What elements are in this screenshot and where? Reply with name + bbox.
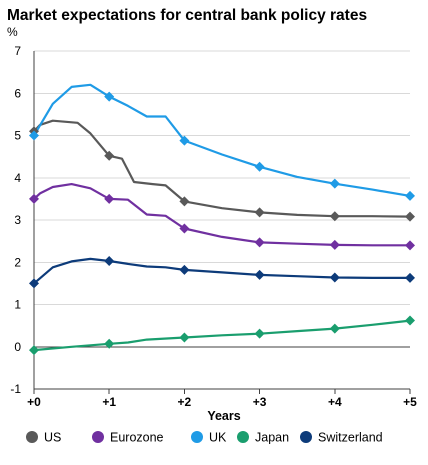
series-lines — [32, 83, 412, 352]
chart-title: Market expectations for central bank pol… — [7, 7, 367, 24]
data-point-switzerland — [104, 255, 115, 266]
legend-label-switzerland: Switzerland — [318, 431, 383, 445]
data-point-eurozone — [179, 223, 190, 234]
data-point-switzerland — [254, 269, 265, 280]
series-line-eurozone — [32, 183, 412, 247]
x-tick-label: +1 — [102, 395, 116, 409]
data-point-eurozone — [104, 193, 115, 204]
data-point-us — [254, 207, 265, 218]
x-tick-label: +4 — [328, 395, 342, 409]
grid-lines — [34, 50, 410, 390]
data-point-us — [104, 150, 115, 161]
data-point-switzerland — [329, 272, 340, 283]
legend-swatch-us — [26, 431, 38, 443]
series-line-uk — [32, 83, 412, 197]
y-axis-unit: % — [7, 25, 18, 39]
y-tick-label: 3 — [14, 213, 21, 227]
data-point-uk — [329, 178, 340, 189]
legend-label-eurozone: Eurozone — [110, 431, 164, 445]
data-point-uk — [405, 190, 415, 201]
data-point-us — [179, 196, 190, 207]
series-line-switzerland — [32, 257, 412, 285]
data-point-japan — [179, 332, 190, 343]
series-line-us — [32, 119, 412, 218]
y-tick-label: 7 — [14, 44, 21, 58]
legend-swatch-uk — [191, 431, 203, 443]
data-point-us — [405, 211, 415, 222]
data-point-eurozone — [329, 239, 340, 250]
x-axis-label: Years — [207, 409, 240, 423]
data-point-switzerland — [405, 272, 415, 283]
y-tick-label: 5 — [14, 129, 21, 143]
y-tick-label: -1 — [10, 382, 21, 396]
x-tick-label: +5 — [403, 395, 417, 409]
y-tick-label: 6 — [14, 86, 21, 100]
data-point-eurozone — [405, 240, 415, 251]
data-point-eurozone — [29, 193, 39, 204]
data-point-japan — [254, 328, 265, 339]
data-point-uk — [254, 161, 265, 172]
legend-swatch-switzerland — [300, 431, 312, 443]
y-tick-label: 2 — [14, 255, 21, 269]
data-point-uk — [29, 130, 39, 141]
data-point-japan — [104, 338, 115, 349]
y-tick-label: 4 — [14, 171, 21, 185]
axes: -1 0 1 2 3 4 5 6 7 +0 +1 +2 +3 +4 +5 — [10, 44, 417, 409]
x-tick-label: +0 — [27, 395, 41, 409]
data-point-japan — [329, 323, 340, 334]
legend-swatch-eurozone — [92, 431, 104, 443]
y-tick-label: 1 — [14, 298, 21, 312]
y-tick-label: 0 — [14, 340, 21, 354]
series-line-japan — [32, 319, 412, 352]
data-point-switzerland — [29, 278, 39, 289]
legend-swatch-japan — [237, 431, 249, 443]
data-point-japan — [29, 345, 39, 356]
legend-label-japan: Japan — [255, 431, 289, 445]
data-point-us — [329, 211, 340, 222]
x-tick-label: +3 — [253, 395, 267, 409]
legend-label-us: US — [44, 431, 61, 445]
data-point-japan — [405, 315, 415, 326]
x-tick-label: +2 — [178, 395, 192, 409]
data-point-uk — [179, 135, 190, 146]
data-point-uk — [104, 91, 115, 102]
legend: US Eurozone UK Japan Switzerland — [26, 431, 383, 445]
data-point-switzerland — [179, 264, 190, 275]
data-point-eurozone — [254, 237, 265, 248]
legend-label-uk: UK — [209, 431, 227, 445]
series-markers — [29, 91, 415, 356]
